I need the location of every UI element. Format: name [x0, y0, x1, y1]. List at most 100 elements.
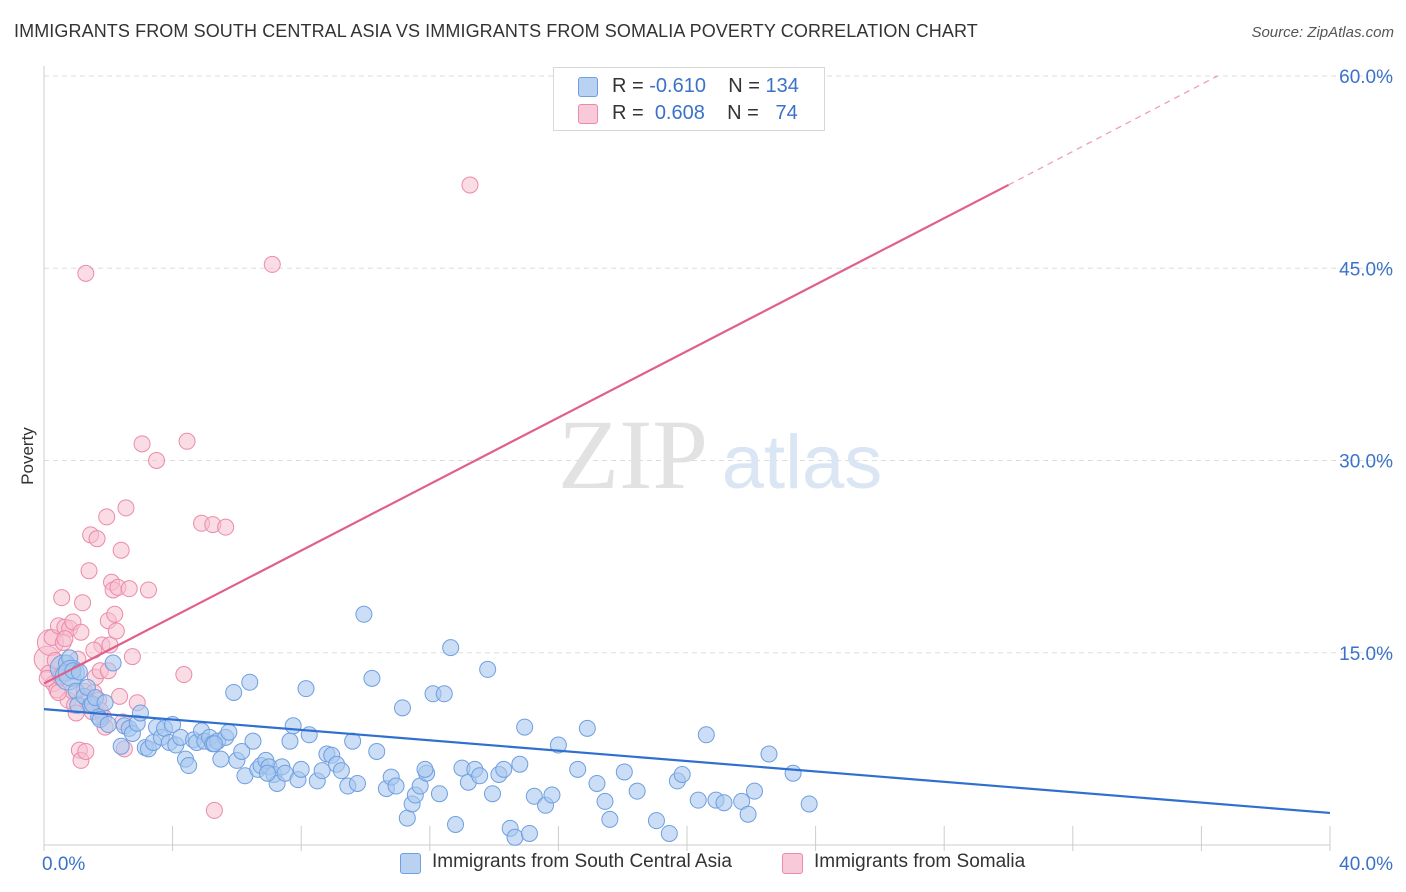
south-central-asia-point	[112, 737, 130, 755]
south-central-asia-point	[212, 750, 230, 768]
x-tick-label-min: 0.0%	[42, 854, 85, 875]
south-central-asia-point	[511, 755, 529, 773]
south-central-asia-point	[104, 654, 122, 672]
south-central-asia-point	[784, 764, 802, 782]
south-central-asia-point	[800, 795, 818, 813]
south-central-asia-point	[569, 760, 587, 778]
south-central-asia-point	[332, 762, 350, 780]
south-central-asia-point	[258, 764, 276, 782]
chart-title: IMMIGRANTS FROM SOUTH CENTRAL ASIA VS IM…	[14, 21, 978, 41]
south-central-asia-point	[435, 685, 453, 703]
south-central-asia-point	[549, 736, 567, 754]
watermark-zip: ZIP	[558, 399, 708, 510]
legend-n-value-pink: 74	[775, 102, 798, 124]
south-central-asia-point	[241, 673, 259, 691]
south-central-asia-point	[689, 791, 707, 809]
south-central-asia-point	[313, 762, 331, 780]
south-central-asia-point	[495, 760, 513, 778]
somalia-point	[107, 622, 125, 640]
somalia-point	[175, 666, 193, 684]
legend-n-label: N =	[728, 75, 760, 97]
somalia-point	[80, 562, 98, 580]
south-central-asia-point	[588, 774, 606, 792]
south-central-asia-point	[292, 760, 310, 778]
somalia-point	[106, 605, 124, 623]
south-central-asia-point	[297, 680, 315, 698]
south-central-asia-points	[49, 605, 818, 846]
somalia-point	[205, 801, 223, 819]
somalia-point	[263, 255, 281, 273]
y-tick-label: 15.0%	[1339, 644, 1393, 665]
bottom-legend-label-blue: Immigrants from South Central Asia	[432, 851, 732, 872]
legend-r-value-pink: 0.608	[654, 102, 705, 124]
somalia-point	[217, 518, 235, 536]
south-central-asia-point	[284, 717, 302, 735]
south-central-asia-point	[398, 809, 416, 827]
south-central-asia-point	[131, 704, 149, 722]
south-central-asia-point	[520, 824, 538, 842]
somalia-point	[77, 742, 95, 760]
south-central-asia-point	[387, 777, 405, 795]
trend-lines	[43, 75, 1331, 815]
bottom-legend-swatch-pink	[782, 853, 803, 874]
somalia-point	[53, 589, 71, 607]
south-central-asia-point	[393, 699, 411, 717]
south-central-asia-point	[628, 782, 646, 800]
legend-r-label: R =	[612, 75, 644, 97]
south-central-asia-point	[746, 782, 764, 800]
south-central-asia-point	[244, 732, 262, 750]
somalia-point	[74, 594, 92, 612]
y-tick-label: 30.0%	[1339, 452, 1393, 473]
south-central-asia-point	[760, 745, 778, 763]
axes	[43, 66, 1331, 851]
south-central-asia-point	[96, 694, 114, 712]
legend-n-value-blue: 134	[765, 75, 799, 97]
somalia-point	[111, 687, 129, 705]
south-central-asia-point	[479, 660, 497, 678]
somalia-point	[77, 264, 95, 282]
south-central-asia-point	[715, 794, 733, 812]
south-central-asia-point	[647, 812, 665, 830]
tick-labels: 15.0% 30.0% 45.0% 60.0% 0.0% 40.0%	[42, 67, 1393, 875]
south-central-asia-point	[697, 726, 715, 744]
south-central-asia-point	[99, 716, 117, 734]
legend-swatch-pink	[578, 104, 598, 124]
somalia-point	[123, 648, 141, 666]
legend-r-label: R =	[612, 102, 644, 124]
y-tick-label: 60.0%	[1339, 67, 1393, 88]
somalia-point	[112, 541, 130, 559]
south-central-asia-point	[543, 786, 561, 804]
somalia-point	[178, 432, 196, 450]
watermark: ZIP atlas	[558, 399, 882, 510]
south-central-asia-point	[506, 828, 524, 846]
south-central-asia-point	[348, 774, 366, 792]
south-central-asia-point	[471, 767, 489, 785]
south-central-asia-point	[368, 742, 386, 760]
south-central-asia-point	[660, 824, 678, 842]
trend-line-pink-extension	[1008, 75, 1218, 186]
south-central-asia-point	[355, 605, 373, 623]
somalia-point	[120, 580, 138, 598]
source-note: Source: ZipAtlas.com	[1251, 24, 1394, 41]
legend-text-blue: R = -0.610 N = 134	[612, 75, 799, 98]
trend-line-blue	[43, 708, 1331, 815]
somalia-point	[133, 435, 151, 453]
bottom-legend-label-pink: Immigrants from Somalia	[814, 851, 1026, 872]
south-central-asia-point	[483, 785, 501, 803]
south-central-asia-point	[525, 787, 543, 805]
south-central-asia-point	[430, 785, 448, 803]
somalia-point	[88, 530, 106, 548]
south-central-asia-point	[442, 639, 460, 657]
south-central-asia-point	[673, 766, 691, 784]
legend: R = -0.610 N = 134 R = 0.608 N = 74	[553, 67, 825, 131]
south-central-asia-point	[596, 792, 614, 810]
south-central-asia-point	[281, 732, 299, 750]
somalia-point	[72, 623, 90, 641]
somalia-point	[148, 452, 166, 469]
south-central-asia-point	[180, 757, 198, 775]
legend-r-value-blue: -0.610	[649, 75, 706, 97]
somalia-point	[117, 499, 135, 517]
legend-n-label: N =	[727, 102, 759, 124]
x-tick-label-max: 40.0%	[1339, 854, 1393, 875]
somalia-point	[139, 581, 157, 599]
